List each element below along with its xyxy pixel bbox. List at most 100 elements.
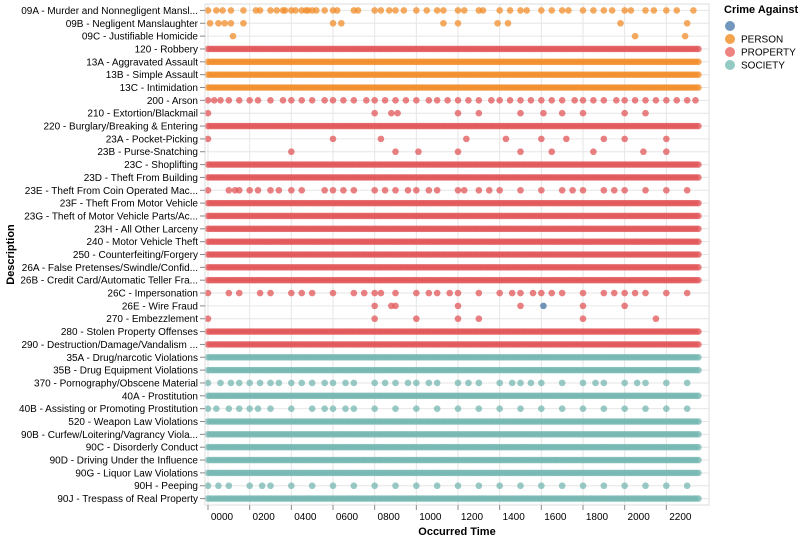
data-point	[517, 290, 524, 297]
data-point	[434, 97, 441, 104]
data-point	[663, 405, 670, 412]
data-point	[461, 7, 468, 14]
data-point	[684, 405, 691, 412]
data-point	[321, 405, 328, 412]
data-point	[394, 110, 401, 117]
data-point	[538, 380, 545, 387]
data-point	[601, 187, 608, 194]
data-point	[351, 187, 358, 194]
data-point	[642, 187, 649, 194]
data-point	[695, 418, 702, 425]
data-point	[205, 405, 212, 412]
data-point	[230, 33, 237, 40]
data-point	[246, 380, 253, 387]
point-row	[205, 354, 702, 361]
data-point	[621, 187, 628, 194]
data-point	[621, 303, 628, 310]
data-point	[559, 290, 566, 297]
data-point	[695, 328, 702, 335]
data-point	[503, 136, 510, 143]
data-point	[211, 97, 218, 104]
data-point	[640, 148, 647, 155]
data-point	[455, 7, 462, 14]
data-point	[255, 187, 262, 194]
data-point	[592, 380, 599, 387]
data-point	[321, 380, 328, 387]
data-point	[321, 7, 328, 14]
data-point	[642, 7, 649, 14]
data-point	[213, 405, 220, 412]
data-point	[559, 97, 566, 104]
data-point	[240, 20, 247, 27]
data-point	[455, 20, 462, 27]
data-point	[695, 354, 702, 361]
data-point	[205, 290, 212, 297]
point-row	[205, 71, 702, 78]
data-point	[205, 136, 212, 143]
data-point	[684, 290, 691, 297]
data-point	[559, 7, 566, 14]
data-points	[205, 7, 702, 502]
data-point	[613, 97, 620, 104]
data-point	[601, 97, 608, 104]
data-point	[695, 174, 702, 181]
data-point	[496, 7, 503, 14]
point-row	[205, 264, 702, 271]
data-point	[621, 97, 628, 104]
point-row	[205, 123, 702, 130]
data-point	[517, 97, 524, 104]
data-point	[205, 7, 212, 14]
data-point	[523, 7, 530, 14]
point-row	[205, 174, 702, 181]
data-point	[455, 290, 462, 297]
data-point	[371, 405, 378, 412]
data-point	[505, 20, 512, 27]
data-point	[276, 380, 283, 387]
data-point	[321, 97, 328, 104]
data-point	[496, 380, 503, 387]
data-point	[580, 97, 587, 104]
data-point	[455, 110, 462, 117]
data-point	[351, 97, 358, 104]
data-point	[695, 213, 702, 220]
data-point	[338, 20, 345, 27]
data-point	[392, 303, 399, 310]
data-point	[507, 7, 514, 14]
data-point	[695, 161, 702, 168]
data-point	[580, 7, 587, 14]
data-point	[476, 97, 483, 104]
data-point	[695, 341, 702, 348]
data-point	[480, 7, 487, 14]
data-point	[695, 59, 702, 66]
data-point	[288, 290, 295, 297]
data-point	[246, 187, 253, 194]
data-point	[330, 380, 337, 387]
data-point	[309, 405, 316, 412]
data-point	[476, 405, 483, 412]
data-point	[663, 290, 670, 297]
data-point	[455, 405, 462, 412]
data-point	[496, 97, 503, 104]
data-point	[351, 380, 358, 387]
point-row	[205, 238, 702, 245]
data-point	[684, 187, 691, 194]
data-point	[538, 405, 545, 412]
data-point	[488, 97, 495, 104]
data-point	[548, 97, 555, 104]
data-point	[455, 187, 462, 194]
data-point	[540, 303, 547, 310]
data-point	[255, 405, 262, 412]
data-point	[226, 187, 233, 194]
data-point	[392, 148, 399, 155]
data-point	[434, 405, 441, 412]
data-point	[413, 405, 420, 412]
data-point	[240, 7, 247, 14]
data-point	[559, 380, 566, 387]
data-point	[540, 110, 547, 117]
data-point	[663, 187, 670, 194]
data-point	[226, 405, 233, 412]
data-point	[288, 405, 295, 412]
data-point	[695, 46, 702, 53]
data-point	[426, 97, 433, 104]
data-point	[288, 380, 295, 387]
